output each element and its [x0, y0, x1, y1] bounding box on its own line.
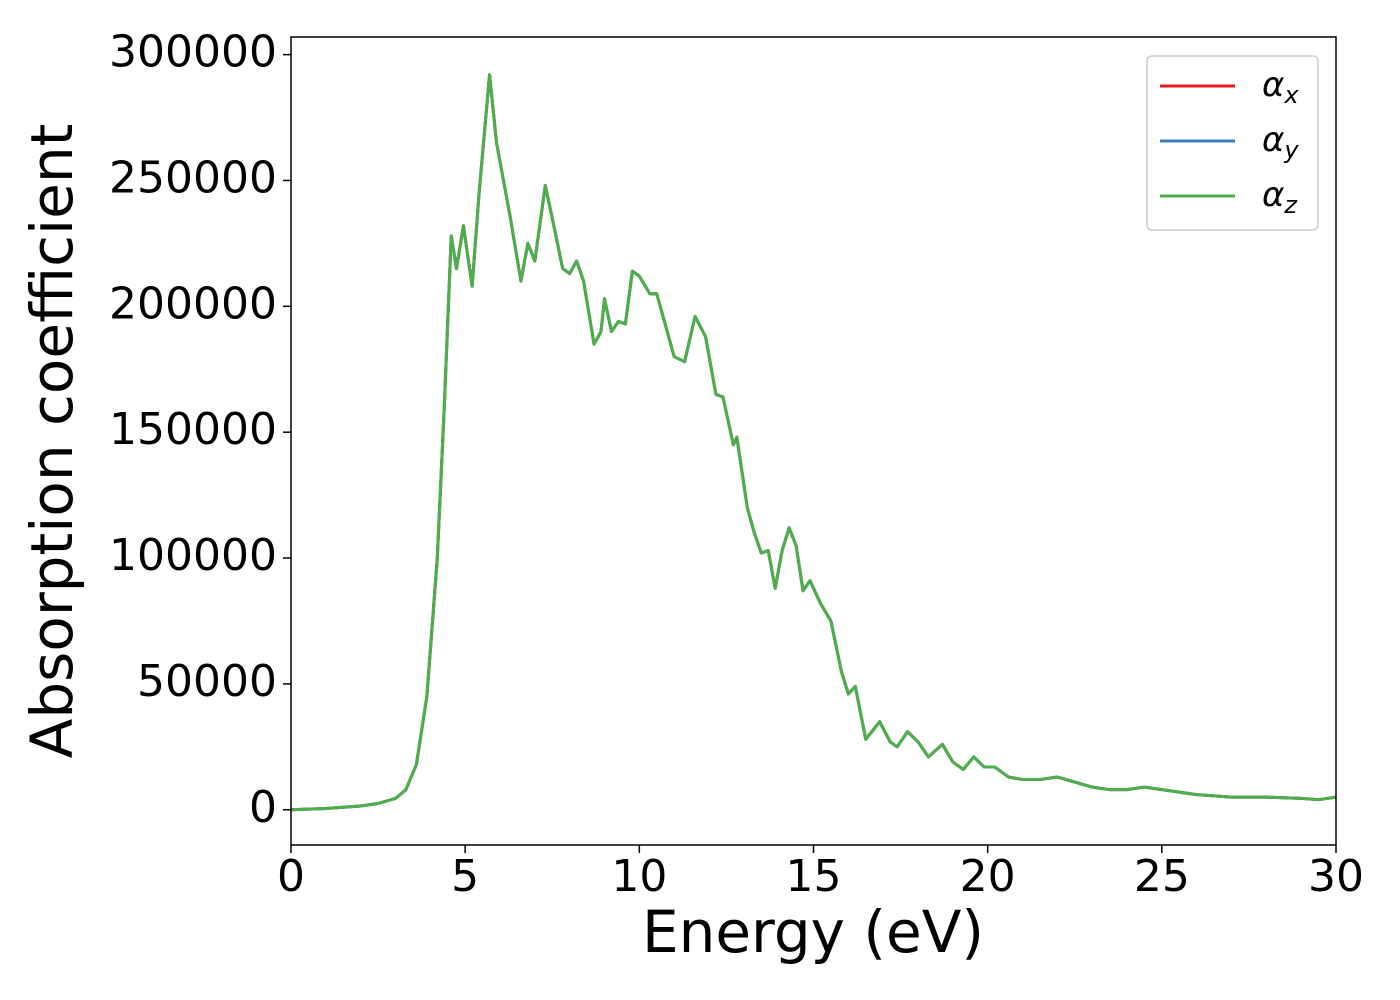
y-tick-label: 50000 — [137, 656, 277, 707]
x-tick-label: 30 — [1308, 851, 1364, 902]
legend-label: αx — [1262, 65, 1299, 110]
y-axis-label: Absorption coefficient — [18, 124, 86, 759]
y-tick-label: 200000 — [109, 278, 277, 329]
y-tick-label: 250000 — [109, 152, 277, 203]
x-tick-label: 5 — [451, 851, 479, 902]
y-tick-label: 300000 — [109, 27, 277, 78]
legend-box — [1146, 55, 1319, 231]
plot-frame — [290, 36, 1337, 846]
legend-label: αy — [1262, 120, 1299, 165]
x-tick-label: 25 — [1134, 851, 1190, 902]
x-tick-label: 0 — [277, 851, 305, 902]
x-tick-label: 15 — [786, 851, 842, 902]
y-tick-label: 100000 — [109, 530, 277, 581]
x-tick-label: 20 — [960, 851, 1016, 902]
y-tick-label: 0 — [249, 782, 277, 833]
x-axis-label: Energy (eV) — [642, 898, 984, 966]
y-tick-label: 150000 — [109, 404, 277, 455]
legend-label: αz — [1262, 175, 1298, 220]
series-line — [291, 73, 1336, 812]
x-tick-label: 10 — [611, 851, 667, 902]
